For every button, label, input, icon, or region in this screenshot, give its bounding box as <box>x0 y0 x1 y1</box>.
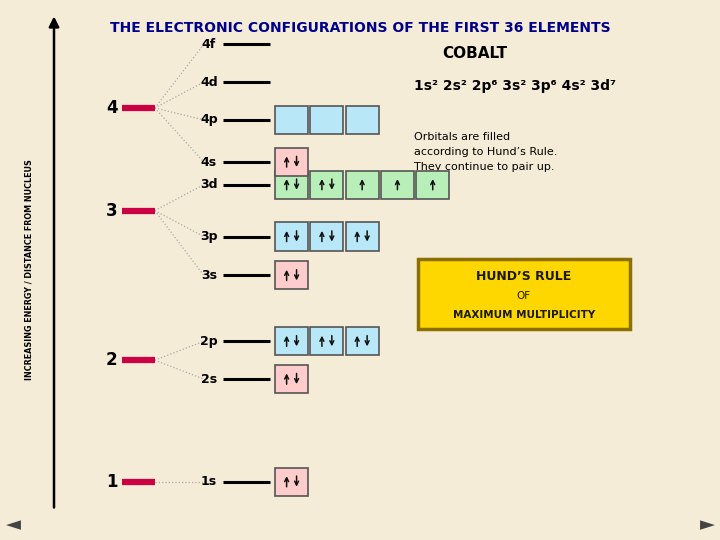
Text: ►: ► <box>700 515 714 535</box>
Text: MAXIMUM MULTIPLICITY: MAXIMUM MULTIPLICITY <box>453 310 595 320</box>
Text: 2: 2 <box>106 351 117 369</box>
Text: 3: 3 <box>106 201 117 220</box>
Bar <box>346 222 379 251</box>
Bar <box>346 327 379 355</box>
Text: 1: 1 <box>106 472 117 491</box>
Text: 4p: 4p <box>200 113 217 126</box>
Text: 3p: 3p <box>200 230 217 243</box>
Text: HUND’S RULE: HUND’S RULE <box>476 269 572 282</box>
Bar <box>310 327 343 355</box>
Bar <box>416 171 449 199</box>
Bar <box>310 171 343 199</box>
Text: THE ELECTRONIC CONFIGURATIONS OF THE FIRST 36 ELEMENTS: THE ELECTRONIC CONFIGURATIONS OF THE FIR… <box>109 21 611 35</box>
Text: 2p: 2p <box>200 335 217 348</box>
Text: 3s: 3s <box>201 269 217 282</box>
Bar <box>275 171 308 199</box>
Text: 1s² 2s² 2p⁶ 3s² 3p⁶ 4s² 3d⁷: 1s² 2s² 2p⁶ 3s² 3p⁶ 4s² 3d⁷ <box>414 79 616 93</box>
Bar <box>275 365 308 393</box>
Text: 4d: 4d <box>200 76 217 89</box>
Bar <box>275 106 308 134</box>
Text: 4f: 4f <box>202 38 216 51</box>
Text: 1s: 1s <box>201 475 217 488</box>
Text: 4: 4 <box>106 99 117 117</box>
Text: Orbitals are filled
according to Hund’s Rule.
They continue to pair up.: Orbitals are filled according to Hund’s … <box>414 132 557 172</box>
Text: 2s: 2s <box>201 373 217 386</box>
Bar <box>275 148 308 176</box>
Bar <box>346 106 379 134</box>
Bar <box>346 171 379 199</box>
Bar <box>310 106 343 134</box>
Text: 3d: 3d <box>200 178 217 191</box>
Bar <box>275 468 308 496</box>
Text: ◄: ◄ <box>6 515 20 535</box>
Bar <box>275 222 308 251</box>
Bar <box>275 327 308 355</box>
Bar <box>310 222 343 251</box>
Text: INCREASING ENERGY / DISTANCE FROM NUCLEUS: INCREASING ENERGY / DISTANCE FROM NUCLEU… <box>24 159 33 381</box>
Text: COBALT: COBALT <box>443 46 508 62</box>
Bar <box>418 259 630 329</box>
Text: OF: OF <box>517 291 531 301</box>
Bar <box>275 261 308 289</box>
Bar <box>381 171 414 199</box>
Text: 4s: 4s <box>201 156 217 168</box>
